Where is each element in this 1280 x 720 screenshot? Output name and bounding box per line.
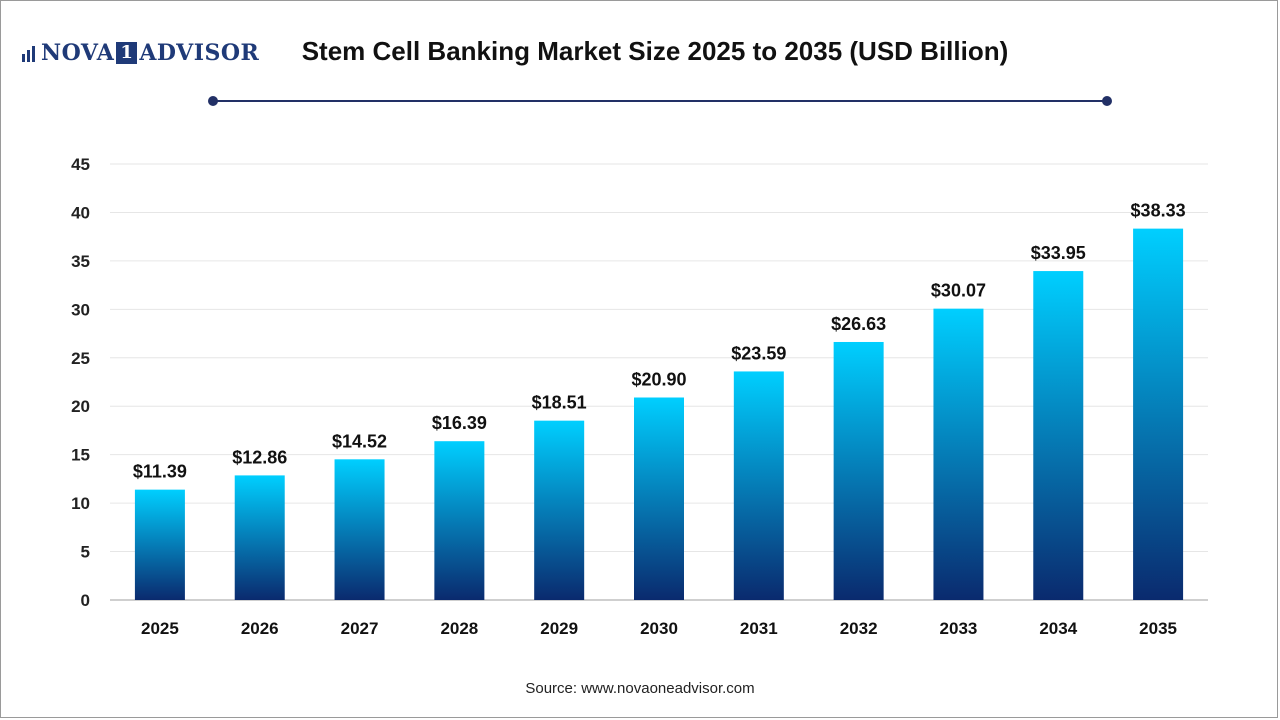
y-tick-label: 35 [71, 252, 90, 271]
x-tick-label-2028: 2028 [440, 619, 478, 638]
value-label-2035: $38.33 [1131, 201, 1186, 221]
x-tick-label-2029: 2029 [540, 619, 578, 638]
y-tick-label: 40 [71, 203, 90, 222]
x-tick-label-2025: 2025 [141, 619, 179, 638]
x-tick-label-2033: 2033 [940, 619, 978, 638]
value-label-2031: $23.59 [731, 343, 786, 363]
bar-2033 [933, 308, 984, 600]
value-label-2028: $16.39 [432, 413, 487, 433]
x-tick-label-2031: 2031 [740, 619, 778, 638]
divider-dot-left-icon [208, 96, 218, 106]
bar-2035 [1133, 228, 1184, 601]
bar-2030 [634, 397, 684, 600]
y-tick-label: 5 [81, 543, 90, 562]
y-tick-label: 20 [71, 397, 90, 416]
y-axis-ticks: 0 5 10 15 20 25 30 35 40 45 [71, 155, 90, 610]
value-label-2029: $18.51 [532, 393, 587, 413]
y-tick-label: 10 [71, 494, 90, 513]
title-divider [208, 96, 1112, 106]
value-label-2025: $11.39 [133, 462, 187, 482]
bar-value-labels: $11.39 $12.86 $14.52 $16.39 $18.51 $20.90 $23.… [133, 201, 1186, 482]
value-label-2026: $12.86 [232, 447, 287, 467]
logo-text-right: ADVISOR [139, 40, 260, 66]
logo-text-left: NOVA [41, 40, 115, 66]
chart-title: Stem Cell Banking Market Size 2025 to 20… [301, 36, 1009, 66]
x-axis-ticks: 2025 2026 2027 2028 2029 2030 2031 2032 2033 2034… [141, 619, 1177, 638]
x-tick-label-2034: 2034 [1039, 619, 1077, 638]
brand-logo: NOVA 1 ADVISOR [22, 38, 259, 68]
y-tick-label: 25 [71, 349, 90, 368]
y-tick-label: 45 [71, 155, 90, 174]
logo-bars-icon [22, 44, 37, 62]
bar-2029 [534, 420, 585, 600]
value-label-2033: $30.07 [931, 281, 986, 301]
value-label-2027: $14.52 [332, 431, 387, 451]
source-note: Source: www.novaoneadvisor.com [525, 680, 755, 697]
y-tick-label: 15 [71, 446, 90, 465]
x-tick-label-2027: 2027 [341, 619, 379, 638]
x-tick-label-2035: 2035 [1139, 619, 1177, 638]
bar-2026 [234, 475, 285, 600]
bar-2027 [334, 459, 385, 600]
value-label-2032: $26.63 [831, 314, 886, 334]
divider-dot-right-icon [1102, 96, 1112, 106]
bar-2025 [134, 489, 185, 600]
y-tick-label: 30 [71, 300, 90, 319]
logo-mark: 1 [116, 42, 138, 64]
bar-2028 [434, 441, 485, 600]
bar-2034 [1033, 271, 1084, 600]
value-label-2030: $20.90 [631, 370, 686, 390]
bar-2032 [833, 341, 884, 600]
bar-2031 [733, 371, 784, 600]
x-tick-label-2032: 2032 [840, 619, 878, 638]
y-tick-label: 0 [81, 591, 90, 610]
value-label-2034: $33.95 [1031, 243, 1086, 263]
x-tick-label-2026: 2026 [241, 619, 279, 638]
bars [134, 228, 1184, 601]
x-tick-label-2030: 2030 [640, 619, 678, 638]
